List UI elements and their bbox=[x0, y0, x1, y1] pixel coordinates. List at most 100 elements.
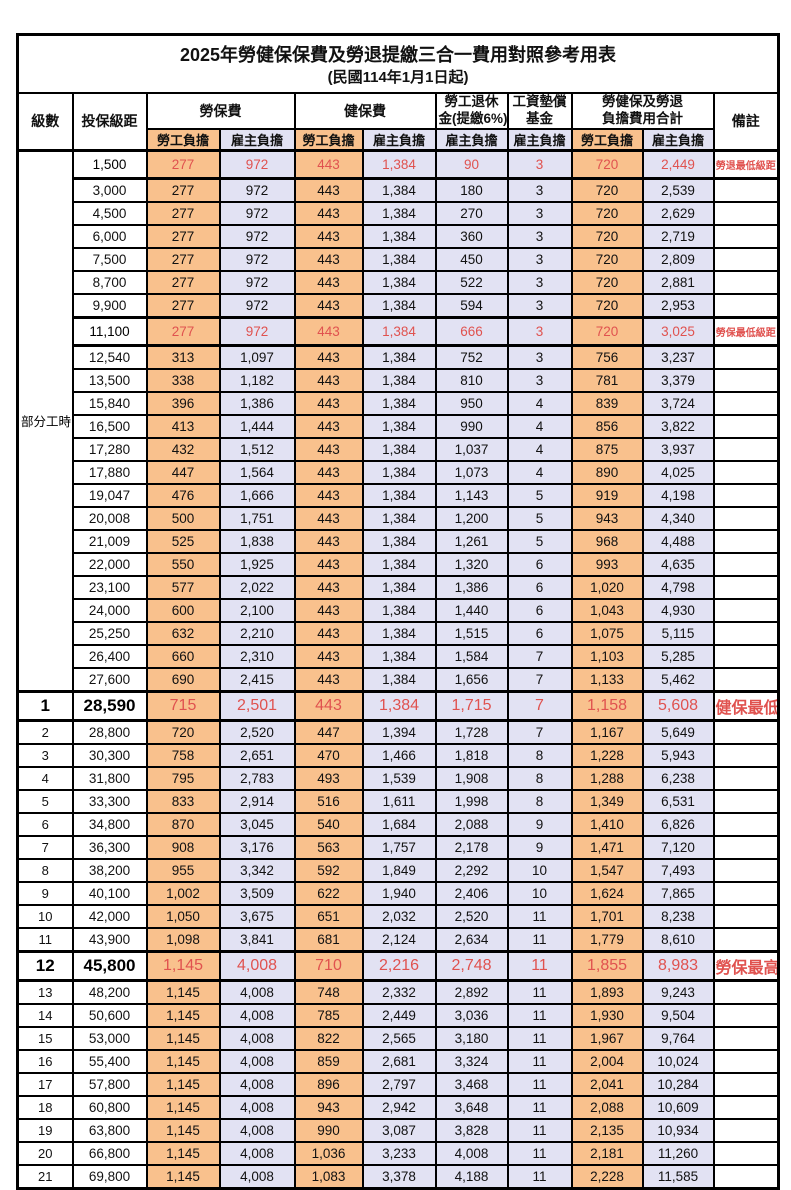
table-row: 2 28,800 720 2,520 447 1,394 1,728 7 1,1… bbox=[16, 719, 780, 745]
health-insurance-employer-cell: 1,384 bbox=[361, 246, 437, 272]
remark-cell bbox=[712, 1071, 780, 1097]
health-insurance-employee-cell: 443 bbox=[293, 620, 364, 646]
bracket-cell: 50,600 bbox=[71, 1002, 148, 1028]
bracket-cell: 31,800 bbox=[71, 765, 148, 791]
pension-employer-cell: 3,036 bbox=[434, 1002, 509, 1028]
remark-cell bbox=[712, 505, 780, 531]
wage-fund-employer-cell: 11 bbox=[506, 979, 573, 1005]
health-insurance-employer-cell: 1,611 bbox=[361, 788, 437, 814]
labor-insurance-employer-cell: 1,182 bbox=[218, 367, 296, 393]
health-insurance-employee-cell: 443 bbox=[293, 666, 364, 693]
table-row: 22,000 550 1,925 443 1,384 1,320 6 993 4… bbox=[18, 551, 780, 577]
labor-insurance-employee-cell: 277 bbox=[145, 315, 221, 347]
labor-insurance-employee-cell: 1,050 bbox=[145, 903, 221, 929]
health-insurance-employee-cell: 896 bbox=[293, 1071, 364, 1097]
labor-insurance-employee-cell: 577 bbox=[145, 574, 221, 600]
health-insurance-employer-cell: 2,942 bbox=[361, 1094, 437, 1120]
labor-insurance-employee-cell: 660 bbox=[145, 643, 221, 669]
pension-employer-cell: 1,073 bbox=[434, 459, 509, 485]
labor-insurance-employee-cell: 396 bbox=[145, 390, 221, 416]
table-row: 10 42,000 1,050 3,675 651 2,032 2,520 11… bbox=[16, 903, 780, 929]
labor-insurance-employer-cell: 972 bbox=[218, 292, 296, 319]
labor-insurance-employee-cell: 525 bbox=[145, 528, 221, 554]
wage-fund-employer-cell: 3 bbox=[506, 223, 573, 249]
table-row: 7 36,300 908 3,176 563 1,757 2,178 9 1,4… bbox=[16, 834, 780, 860]
total-employer-cell: 7,120 bbox=[641, 834, 715, 860]
bracket-cell: 53,000 bbox=[71, 1025, 148, 1051]
wage-fund-employer-cell: 11 bbox=[506, 1025, 573, 1051]
health-insurance-employer-cell: 1,384 bbox=[361, 390, 437, 416]
wage-fund-employer-cell: 4 bbox=[506, 459, 573, 485]
health-insurance-employer-cell: 1,384 bbox=[361, 436, 437, 462]
total-employer-cell: 6,238 bbox=[641, 765, 715, 791]
wage-fund-employer-cell: 7 bbox=[506, 666, 573, 693]
health-insurance-employer-cell: 1,384 bbox=[361, 643, 437, 669]
wage-fund-employer-cell: 3 bbox=[506, 177, 573, 203]
health-insurance-employee-cell: 443 bbox=[293, 292, 364, 319]
total-employer-cell: 4,930 bbox=[641, 597, 715, 623]
remark-cell bbox=[712, 811, 780, 837]
remark-cell bbox=[712, 643, 780, 669]
health-insurance-employee-cell: 443 bbox=[293, 551, 364, 577]
labor-insurance-employee-cell: 1,145 bbox=[145, 1025, 221, 1051]
remark-cell bbox=[712, 574, 780, 600]
labor-insurance-employee-cell: 277 bbox=[145, 223, 221, 249]
bracket-cell: 1,500 bbox=[71, 148, 148, 180]
total-employee-cell: 1,547 bbox=[570, 857, 644, 883]
table-row: 16 55,400 1,145 4,008 859 2,681 3,324 11… bbox=[16, 1048, 780, 1074]
col-header-labor-insurance: 勞保費 bbox=[145, 92, 296, 130]
total-employee-cell: 1,855 bbox=[570, 949, 644, 982]
labor-insurance-employer-cell: 3,342 bbox=[218, 857, 296, 883]
labor-insurance-employer-cell: 3,176 bbox=[218, 834, 296, 860]
labor-insurance-employee-cell: 277 bbox=[145, 177, 221, 203]
remark-cell bbox=[712, 1094, 780, 1120]
document-title: 2025年勞健保保費及勞退提繳三合一費用對照參考用表 bbox=[180, 44, 617, 65]
wage-fund-employer-cell: 11 bbox=[506, 1048, 573, 1074]
bracket-cell: 17,880 bbox=[71, 459, 148, 485]
table-row: 26,400 660 2,310 443 1,384 1,584 7 1,103… bbox=[18, 643, 780, 669]
health-insurance-employer-cell: 1,384 bbox=[361, 367, 437, 393]
total-employer-cell: 6,531 bbox=[641, 788, 715, 814]
labor-insurance-employee-cell: 500 bbox=[145, 505, 221, 531]
labor-insurance-employee-cell: 1,098 bbox=[145, 926, 221, 953]
remark-cell bbox=[712, 926, 780, 953]
bracket-cell: 66,800 bbox=[71, 1140, 148, 1166]
labor-insurance-employer-cell: 3,841 bbox=[218, 926, 296, 953]
pension-employer-cell: 2,088 bbox=[434, 811, 509, 837]
wage-fund-employer-cell: 3 bbox=[506, 292, 573, 319]
col-header-pension: 勞工退休 金(提繳6%) bbox=[434, 92, 509, 130]
health-insurance-employer-cell: 1,384 bbox=[361, 689, 437, 722]
labor-insurance-employee-cell: 720 bbox=[145, 719, 221, 745]
wage-fund-employer-cell: 6 bbox=[506, 620, 573, 646]
remark-cell bbox=[712, 413, 780, 439]
remark-cell bbox=[712, 1140, 780, 1166]
labor-insurance-employee-cell: 690 bbox=[145, 666, 221, 693]
total-employee-cell: 839 bbox=[570, 390, 644, 416]
health-insurance-employee-cell: 443 bbox=[293, 246, 364, 272]
labor-insurance-employer-cell: 4,008 bbox=[218, 1048, 296, 1074]
total-employer-cell: 11,585 bbox=[641, 1163, 715, 1190]
col-header-remark: 備註 bbox=[712, 91, 780, 152]
pension-employer-cell: 4,008 bbox=[434, 1140, 509, 1166]
labor-insurance-employee-cell: 277 bbox=[145, 200, 221, 226]
labor-insurance-employer-cell: 1,512 bbox=[218, 436, 296, 462]
table-row: 8 38,200 955 3,342 592 1,849 2,292 10 1,… bbox=[16, 857, 780, 883]
health-insurance-employer-cell: 1,384 bbox=[361, 482, 437, 508]
total-employee-cell: 2,228 bbox=[570, 1163, 644, 1190]
table-row: 25,250 632 2,210 443 1,384 1,515 6 1,075… bbox=[18, 620, 780, 646]
health-insurance-employee-cell: 443 bbox=[293, 413, 364, 439]
pension-employer-cell: 666 bbox=[434, 315, 509, 347]
labor-insurance-employee-cell: 447 bbox=[145, 459, 221, 485]
labor-insurance-employee-cell: 870 bbox=[145, 811, 221, 837]
health-insurance-employee-cell: 748 bbox=[293, 979, 364, 1005]
total-employer-cell: 5,285 bbox=[641, 643, 715, 669]
health-insurance-employee-cell: 1,036 bbox=[293, 1140, 364, 1166]
document-subtitle: (民國114年1月1日起) bbox=[327, 68, 469, 86]
pension-employer-cell: 3,324 bbox=[434, 1048, 509, 1074]
labor-insurance-employer-cell: 1,564 bbox=[218, 459, 296, 485]
health-insurance-employer-cell: 3,233 bbox=[361, 1140, 437, 1166]
level-cell: 18 bbox=[16, 1094, 74, 1120]
table-row: 部分工時 1,500 277 972 443 1,384 90 3 720 2,… bbox=[16, 148, 780, 693]
health-insurance-employer-cell: 1,384 bbox=[361, 148, 437, 180]
health-insurance-employee-cell: 443 bbox=[293, 528, 364, 554]
